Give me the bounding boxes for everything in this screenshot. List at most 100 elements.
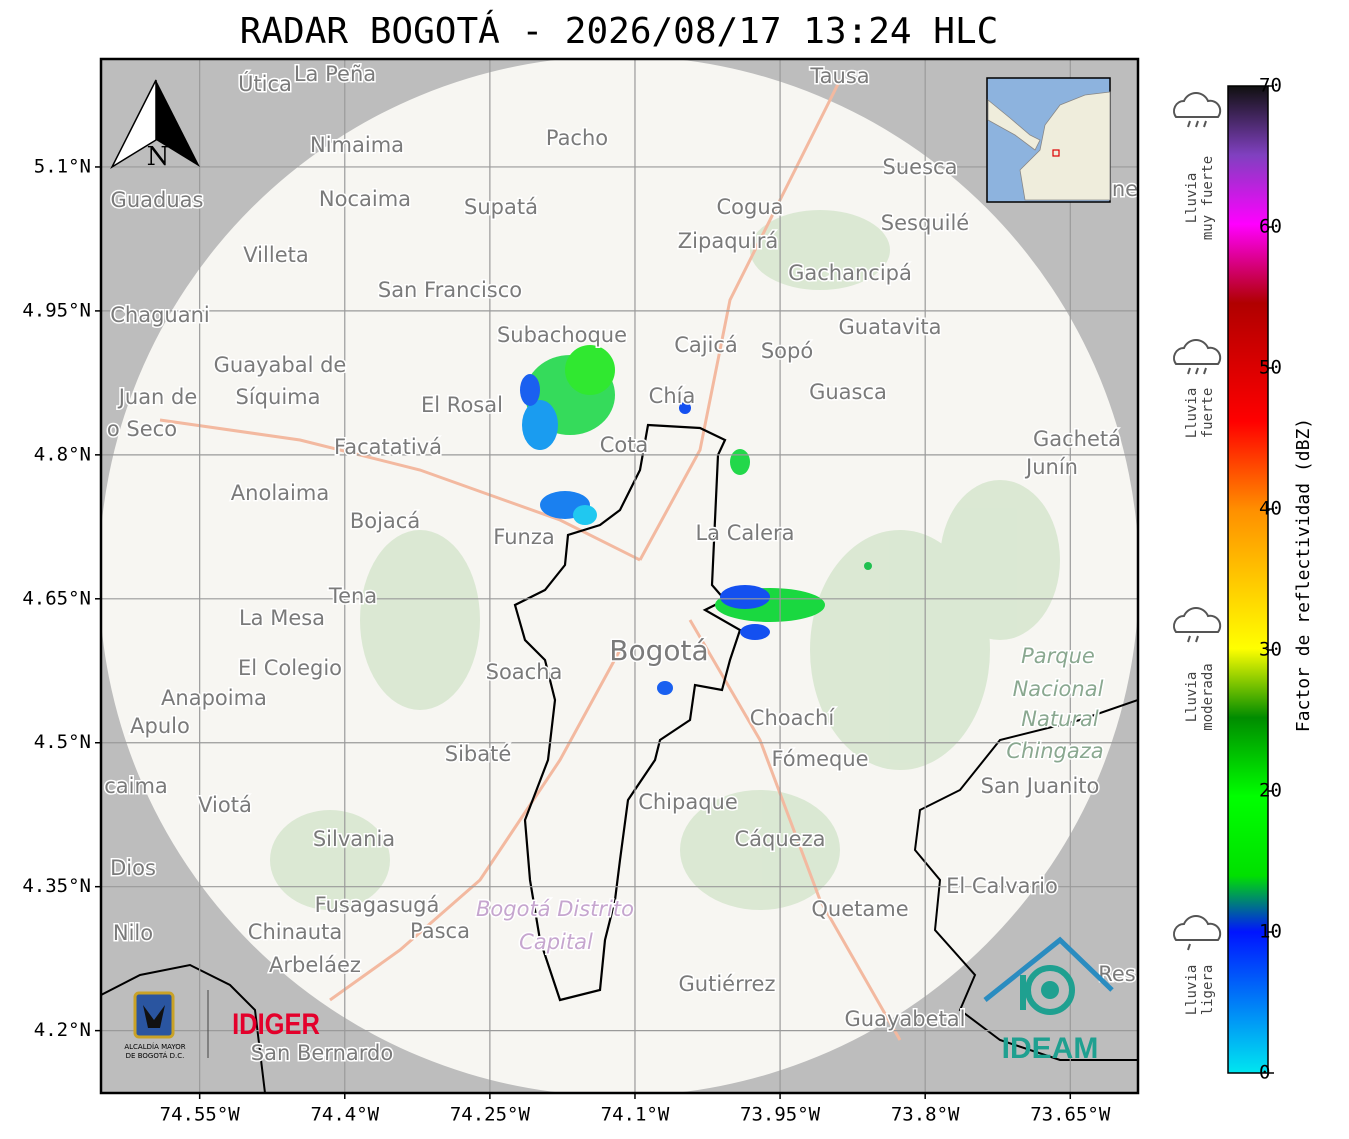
- radar-echoes: [520, 345, 872, 695]
- place-label: Soacha: [486, 660, 563, 684]
- place-label: Guatavita: [839, 315, 942, 339]
- place-label: San Bernardo: [251, 1041, 393, 1065]
- legend-item: Lluvia moderada: [1173, 607, 1222, 731]
- place-label: caima: [104, 774, 168, 798]
- y-tick-label: 5.1°N: [34, 155, 91, 177]
- place-label: Subachoque: [497, 323, 627, 347]
- place-label: Chía: [649, 384, 696, 408]
- legend-item: Lluvia ligera: [1173, 915, 1222, 1016]
- colorbar-ramp: [1227, 85, 1269, 1074]
- place-label: Juan de: [117, 385, 198, 409]
- north-arrow: N: [110, 79, 200, 172]
- district-label: Bogotá Distrito: [476, 897, 634, 921]
- x-tick-label: 74.55°W: [160, 1104, 241, 1126]
- y-tick-label: 4.5°N: [34, 731, 91, 753]
- park-label: Natural: [1021, 707, 1099, 731]
- place-label: Tausa: [809, 64, 869, 88]
- legend-label: Lluvia: [1184, 672, 1200, 723]
- place-label: Chipaque: [638, 790, 738, 814]
- y-tick-label: 4.2°N: [34, 1019, 91, 1041]
- map: Útica La Peña Tausa Pacho Nimaima Guaduas Noca…: [101, 59, 1138, 1093]
- vegetation: [270, 210, 1060, 910]
- x-tick-label: 73.65°W: [1030, 1104, 1111, 1126]
- alcaldia-logo-line: DE BOGOTÁ D.C.: [126, 1051, 185, 1060]
- place-label: Viotá: [198, 793, 252, 817]
- place-labels: Útica La Peña Tausa Pacho Nimaima Guaduas Noca…: [103, 61, 1138, 1067]
- y-tick-label: 4.65°N: [22, 587, 91, 609]
- colorbar: Factor de reflectividad (dBZ) 0 10 20 30 40 5…: [1227, 75, 1314, 1084]
- rain-drop: [1195, 120, 1199, 128]
- place-label: Funza: [493, 525, 554, 549]
- colorbar-tick-label: 10: [1259, 921, 1282, 943]
- colorbar-tick-label: 40: [1259, 498, 1282, 520]
- place-label: Choachí: [750, 706, 836, 730]
- place-label: ne: [1112, 177, 1138, 201]
- place-label: Síquima: [236, 385, 321, 409]
- place-label: Cota: [600, 433, 649, 457]
- legend-item: Lluvia fuerte: [1173, 339, 1222, 439]
- place-label: Sopó: [761, 339, 813, 363]
- place-label: San Francisco: [378, 278, 522, 302]
- rain-drop: [1203, 120, 1207, 128]
- x-tick-label: 74.1°W: [601, 1104, 670, 1126]
- place-label: Suesca: [883, 155, 958, 179]
- park-label: Nacional: [1013, 677, 1104, 701]
- place-label: Sesquilé: [881, 211, 969, 235]
- place-label: Sibaté: [445, 742, 512, 766]
- alcaldia-logo-line: ALCALDÍA MAYOR: [124, 1042, 185, 1051]
- legend-label: ligera: [1200, 965, 1216, 1016]
- department-boundary: [101, 699, 1138, 1093]
- place-label: Cajicá: [674, 333, 738, 357]
- map-frame: [99, 57, 1140, 1095]
- place-label: Facatativá: [334, 435, 442, 459]
- place-label: Pacho: [546, 126, 608, 150]
- colorbar-tick-label: 70: [1259, 75, 1282, 97]
- place-label: Nimaima: [310, 133, 404, 157]
- idiger-logo: IDIGER: [232, 1007, 320, 1040]
- district-label: Capital: [519, 930, 593, 954]
- ideam-logo: IDEAM: [1002, 1032, 1099, 1065]
- legend-label: fuerte: [1200, 388, 1216, 439]
- y-tick-label: 4.35°N: [22, 875, 91, 897]
- north-label: N: [147, 142, 170, 172]
- legend-label: muy fuerte: [1200, 156, 1216, 240]
- place-label: Gachetá: [1033, 427, 1121, 451]
- graticule: [101, 59, 1138, 1093]
- district-boundary: [513, 423, 742, 1002]
- colorbar-tick-label: 20: [1259, 780, 1282, 802]
- rain-drop: [1187, 367, 1191, 375]
- legend-item: Lluvia muy fuerte: [1173, 92, 1222, 240]
- place-label: Arbeláez: [269, 953, 361, 977]
- place-label: San Juanito: [981, 774, 1100, 798]
- place-label: Bogotá: [609, 634, 708, 667]
- title: RADAR BOGOTÁ - 2026/08/17 13:24 HLC: [240, 10, 999, 52]
- place-label: Guayabetal: [845, 1007, 966, 1031]
- legend-label: Lluvia: [1184, 388, 1200, 439]
- logos: ALCALDÍA MAYOR DE BOGOTÁ D.C. IDIGER IDE…: [124, 936, 1114, 1065]
- rain-drop: [1195, 367, 1199, 375]
- place-label: Zipaquirá: [678, 229, 778, 253]
- x-tick-label: 73.8°W: [891, 1104, 960, 1126]
- cloud-icon: [1173, 92, 1222, 118]
- colorbar-tick-label: 30: [1259, 639, 1282, 661]
- place-label: Chaguani: [110, 303, 210, 327]
- place-label: Guasca: [809, 380, 887, 404]
- place-label: Gachancipá: [788, 261, 912, 285]
- place-label: Útica: [238, 71, 292, 96]
- x-tick-label: 74.25°W: [450, 1104, 531, 1126]
- place-label: Bojacá: [350, 509, 420, 533]
- place-label: Gutiérrez: [679, 972, 776, 996]
- rain-drop: [1187, 120, 1191, 128]
- place-label: La Peña: [294, 62, 376, 86]
- place-label: El Colegio: [238, 656, 342, 680]
- place-label: Guaduas: [111, 188, 204, 212]
- x-tick-label: 74.4°W: [310, 1104, 379, 1126]
- place-label: Tena: [328, 584, 377, 608]
- colorbar-label: Factor de reflectividad (dBZ): [1293, 418, 1314, 732]
- colorbar-tick-label: 0: [1259, 1062, 1270, 1084]
- place-label: Anapoima: [161, 686, 267, 710]
- place-label: Fusagasugá: [315, 893, 440, 917]
- cloud-icon: [1173, 607, 1222, 633]
